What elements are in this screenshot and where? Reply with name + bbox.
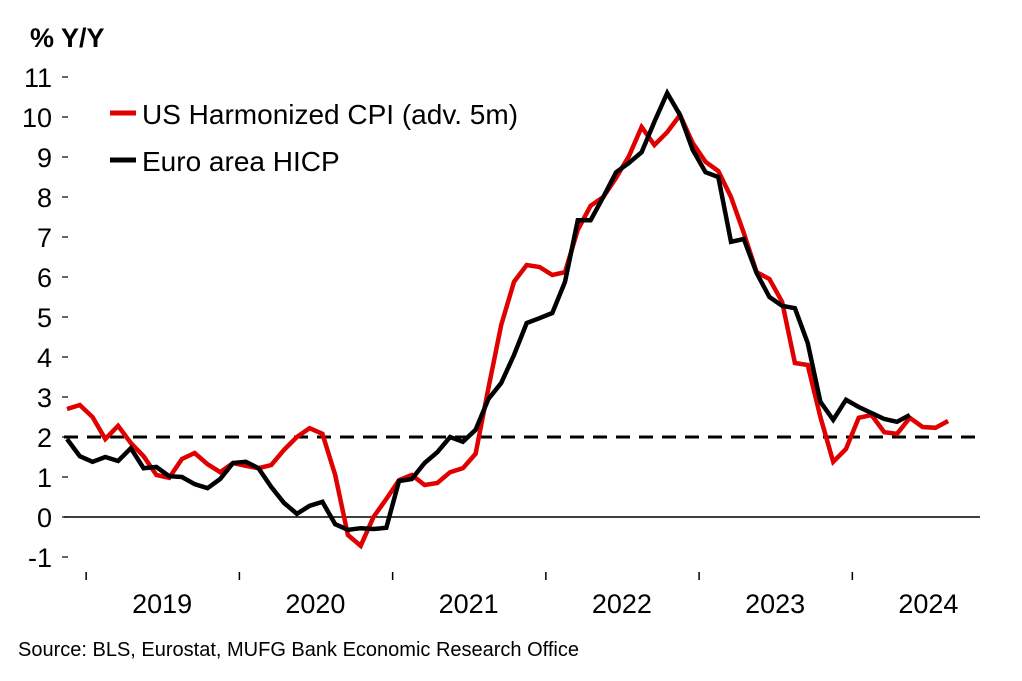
- y-tick-label: 7: [37, 223, 52, 253]
- y-tick-label: 9: [37, 143, 52, 173]
- x-tick-label: 2021: [439, 589, 499, 619]
- y-tick-label: 10: [22, 103, 52, 133]
- y-tick-label: 1: [37, 463, 52, 493]
- legend: US Harmonized CPI (adv. 5m) Euro area HI…: [110, 99, 518, 177]
- y-tick-label: 3: [37, 383, 52, 413]
- x-axis: 2019 2020 2021 2022 2023 2024: [64, 435, 980, 619]
- y-tick-label: 5: [37, 303, 52, 333]
- y-tick-label: 8: [37, 183, 52, 213]
- y-tick-label: 0: [37, 503, 52, 533]
- y-axis: -1 0 1 2 3 4 5 6 7 8 9 10 11: [22, 63, 68, 573]
- x-tick-label: 2023: [745, 589, 805, 619]
- euro-hicp-line: [65, 88, 911, 533]
- y-axis-title: % Y/Y: [30, 23, 105, 53]
- series-lines: [65, 88, 950, 550]
- y-tick-label: 11: [24, 63, 52, 93]
- y-tick-label: 4: [37, 343, 52, 373]
- us-cpi-line: [66, 110, 950, 550]
- y-tick-label: 2: [37, 423, 52, 453]
- y-tick-label: 6: [37, 263, 52, 293]
- legend-label-euro: Euro area HICP: [142, 146, 340, 177]
- source-note: Source: BLS, Eurostat, MUFG Bank Economi…: [18, 639, 579, 661]
- y-tick-label: -1: [28, 543, 52, 573]
- x-tick-label: 2022: [592, 589, 652, 619]
- x-tick-label: 2019: [132, 589, 192, 619]
- x-tick-label: 2024: [898, 589, 958, 619]
- x-tick-label: 2020: [285, 589, 345, 619]
- legend-label-us: US Harmonized CPI (adv. 5m): [142, 99, 518, 130]
